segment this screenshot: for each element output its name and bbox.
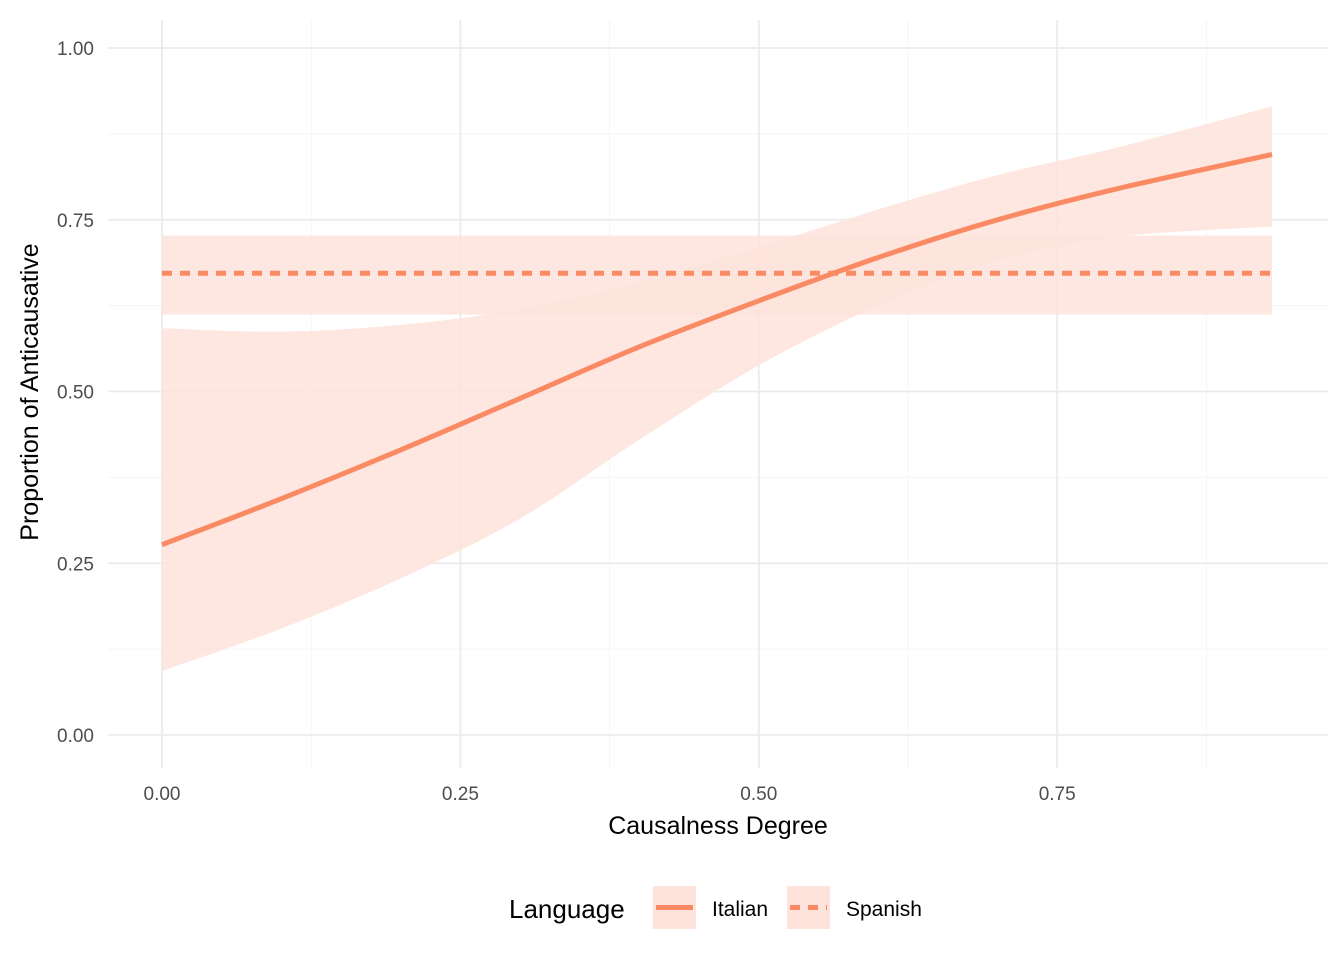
- y-tick-label: 0.75: [57, 211, 94, 232]
- y-tick-label: 1.00: [57, 39, 94, 60]
- series-line-italian: [161, 152, 1273, 548]
- y-tick-label: 0.50: [57, 383, 94, 404]
- legend-label-italian: Italian: [712, 898, 768, 921]
- y-axis-tick-labels: 0.00 0.25 0.50 0.75 1.00: [57, 39, 94, 747]
- x-tick-label: 0.50: [740, 784, 777, 805]
- x-tick-label: 0.00: [144, 784, 181, 805]
- legend-item-italian: Italian: [653, 886, 768, 929]
- plot-area: [108, 20, 1328, 768]
- y-tick-label: 0.25: [57, 554, 94, 575]
- legend-label-spanish: Spanish: [846, 898, 922, 921]
- legend-item-spanish: Spanish: [787, 886, 922, 929]
- confidence-band-spanish: [162, 235, 1272, 315]
- x-tick-label: 0.25: [442, 784, 479, 805]
- legend: Language Italian Spanish: [509, 886, 922, 929]
- confidence-bands: [162, 106, 1272, 672]
- series-lines: [161, 152, 1273, 548]
- legend-title: Language: [509, 894, 625, 924]
- x-tick-label: 0.75: [1039, 784, 1076, 805]
- y-tick-label: 0.00: [57, 726, 94, 747]
- x-axis-title: Causalness Degree: [608, 812, 828, 840]
- x-axis-tick-labels: 0.00 0.25 0.50 0.75: [144, 784, 1076, 805]
- y-axis-title: Proportion of Anticausative: [16, 243, 44, 540]
